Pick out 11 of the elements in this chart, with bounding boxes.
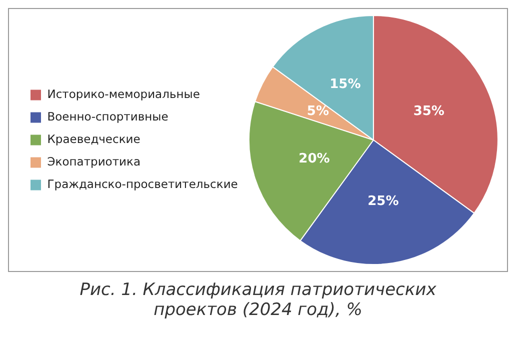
text: Рис. 1. Классификация патриотических проектов (2024 год), % [78, 280, 438, 320]
data-label: 20% [298, 152, 330, 167]
legend-label: Краеведческие [47, 132, 140, 146]
legend-label: Экопатриотика [47, 154, 141, 168]
data-label: 25% [368, 194, 399, 209]
data-label: 35% [413, 104, 444, 120]
legend-label: Историко-мемориальные [47, 86, 200, 101]
legend-label: Военно-спортивные [47, 109, 168, 124]
legend-label: Гражданско-просветительские [47, 176, 238, 191]
data-label: 15% [330, 76, 361, 92]
data-label: 5% [306, 104, 330, 120]
